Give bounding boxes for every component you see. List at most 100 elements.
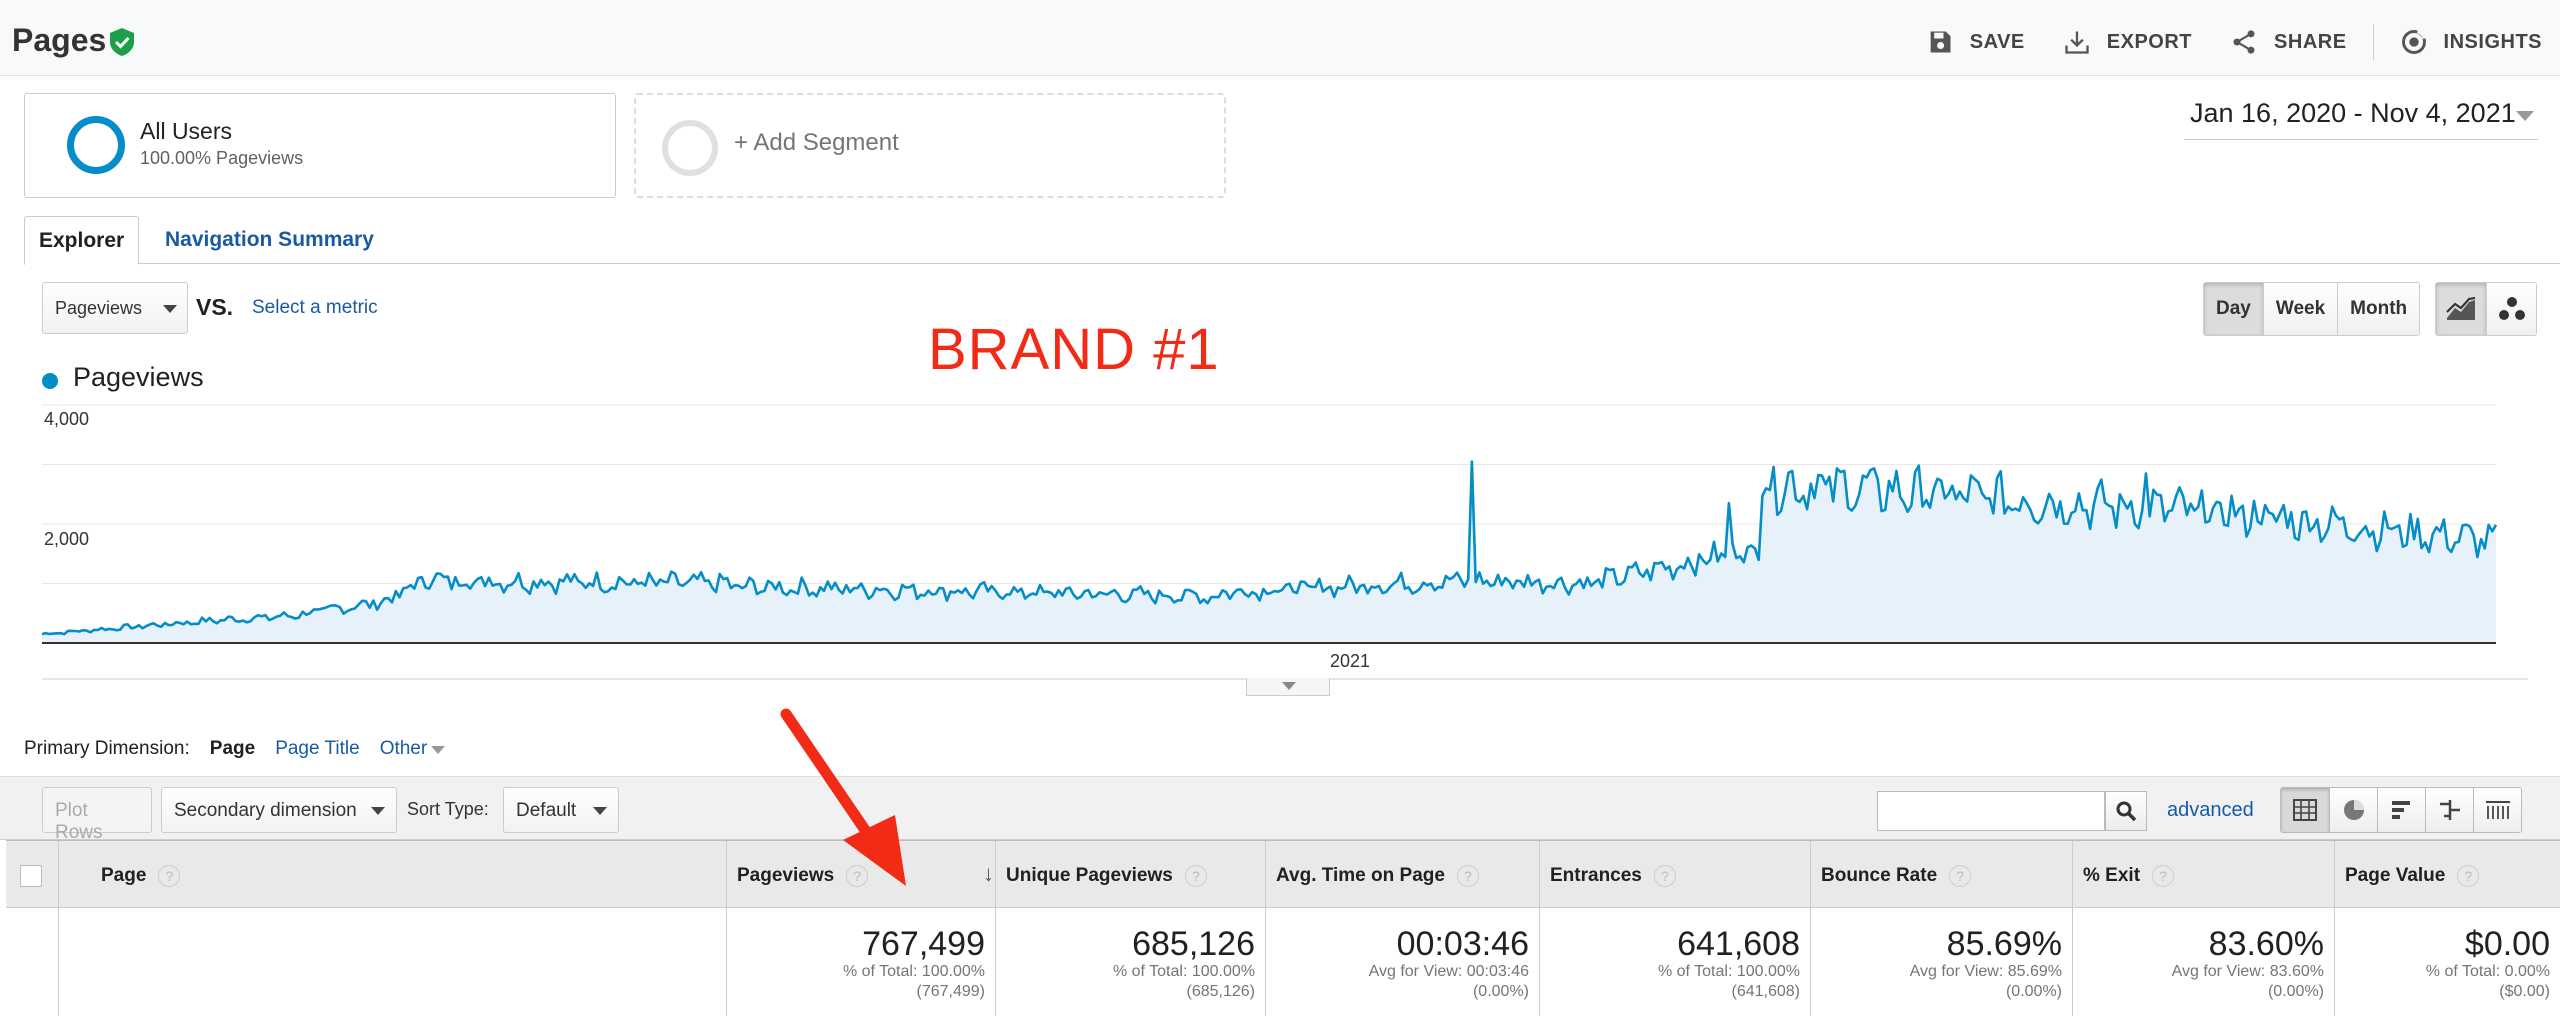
metric-dropdown[interactable]: Pageviews — [42, 282, 188, 334]
dimension-page-title[interactable]: Page Title — [275, 738, 360, 759]
column-header-exit-label: % Exit — [2083, 865, 2141, 887]
segment-color-circle — [67, 116, 125, 174]
column-header-page-value[interactable]: Page Value? — [2334, 841, 2560, 909]
pageviews-chart[interactable]: 4,000 2,000 2021 — [0, 395, 2560, 695]
table-search-input[interactable] — [1877, 791, 2105, 831]
y-tick-label: 4,000 — [44, 409, 90, 429]
search-button[interactable] — [2105, 791, 2147, 831]
totals-checkbox-cell — [6, 908, 58, 1016]
pie-view-button[interactable] — [2329, 788, 2377, 832]
help-icon[interactable]: ? — [2152, 865, 2175, 887]
column-header-bounce-rate[interactable]: Bounce Rate? — [1810, 841, 2073, 909]
help-icon[interactable]: ? — [846, 865, 869, 887]
column-header-entrances-label: Entrances — [1550, 865, 1642, 887]
motion-chart-button[interactable] — [2486, 283, 2536, 335]
tab-navigation-summary[interactable]: Navigation Summary — [165, 228, 374, 251]
line-chart-button[interactable] — [2436, 283, 2486, 335]
dimension-page[interactable]: Page — [209, 738, 256, 759]
column-header-pageviews[interactable]: Pageviews? ↓ — [726, 841, 1002, 909]
period-month-button[interactable]: Month — [2337, 283, 2420, 335]
advanced-filter-link[interactable]: advanced — [2167, 799, 2254, 821]
total-pageviews-value: 767,499 — [862, 925, 985, 963]
save-icon — [1930, 31, 1951, 53]
period-day-button[interactable]: Day — [2204, 283, 2263, 335]
total-pageviews-abs: (767,499) — [916, 983, 986, 1000]
segment-all-users[interactable]: All Users 100.00% Pageviews — [24, 93, 616, 198]
column-header-entrances[interactable]: Entrances? — [1539, 841, 1811, 909]
sort-type-value: Default — [516, 800, 577, 821]
column-header-avg-time-on-page[interactable]: Avg. Time on Page? — [1265, 841, 1541, 909]
date-range-label: Jan 16, 2020 - Nov 4, 2021 — [2190, 98, 2516, 128]
column-header-page-value-label: Page Value — [2345, 865, 2446, 887]
total-avg-time-value: 00:03:46 — [1396, 925, 1529, 963]
chart-collapse-handle[interactable] — [1246, 678, 1330, 696]
dropdown-caret-icon — [163, 305, 177, 313]
help-icon[interactable]: ? — [1949, 865, 1972, 887]
column-header-bounce-rate-label: Bounce Rate — [1821, 865, 1938, 887]
total-page-value-abs: ($0.00) — [2499, 983, 2550, 1000]
tab-explorer[interactable]: Explorer — [24, 216, 140, 265]
total-bounce-rate-abs: (0.00%) — [2005, 983, 2062, 1000]
sort-type-dropdown[interactable]: Default — [503, 787, 619, 833]
chevron-down-icon — [2516, 111, 2534, 121]
share-label: SHARE — [2274, 30, 2347, 53]
help-icon[interactable]: ? — [1184, 865, 1207, 887]
report-header: Pages SAVE EXPORT SHARE INSIGHTS — [0, 0, 2560, 76]
export-button[interactable]: EXPORT — [2063, 28, 2192, 56]
total-avg-time-abs: (0.00%) — [1472, 983, 1529, 1000]
report-tabs: Explorer Navigation Summary — [24, 216, 2560, 265]
insights-label: INSIGHTS — [2443, 30, 2542, 53]
chevron-down-icon — [431, 746, 446, 754]
performance-view-button[interactable] — [2377, 788, 2425, 832]
empty-segment-circle — [662, 120, 718, 176]
y-tick-label: 2,000 — [44, 529, 90, 549]
total-bounce-rate-pct: Avg for View: 85.69% — [1909, 963, 2062, 980]
table-header: Page? Pageviews? ↓ Unique Pageviews? Avg.… — [6, 840, 2560, 909]
segment-name: All Users — [140, 118, 233, 144]
save-button[interactable]: SAVE — [1926, 28, 2025, 56]
select-all-checkbox[interactable] — [20, 865, 42, 887]
total-page-value-value: $0.00 — [2464, 925, 2550, 963]
plot-rows-button[interactable]: Plot Rows — [42, 787, 152, 843]
total-bounce-rate-cell: 85.69% Avg for View: 85.69% (0.00%) — [1810, 908, 2072, 1016]
comparison-view-button[interactable] — [2425, 788, 2473, 832]
help-icon[interactable]: ? — [1456, 865, 1479, 887]
add-segment-button[interactable]: + Add Segment — [634, 93, 1226, 198]
pie-chart-icon — [2343, 800, 2364, 820]
motion-chart-icon — [2498, 297, 2525, 320]
insights-button[interactable]: INSIGHTS — [2400, 28, 2542, 56]
column-header-page[interactable]: Page? — [58, 841, 732, 909]
primary-dimension-label: Primary Dimension: — [24, 738, 190, 759]
column-header-unique-pageviews[interactable]: Unique Pageviews? — [995, 841, 1266, 909]
total-exit-abs: (0.00%) — [2267, 983, 2324, 1000]
pivot-table-icon — [2485, 801, 2510, 819]
total-avg-time-cell: 00:03:46 Avg for View: 00:03:46 (0.00%) — [1265, 908, 1539, 1016]
dropdown-caret-icon — [593, 807, 607, 815]
dimension-other[interactable]: Other — [380, 738, 466, 760]
help-icon[interactable]: ? — [158, 865, 181, 887]
line-chart-icon — [2446, 296, 2476, 320]
secondary-dimension-dropdown[interactable]: Secondary dimension — [161, 787, 397, 833]
totals-row: 767,499 % of Total: 100.00% (767,499) 68… — [6, 908, 2560, 1016]
total-exit-cell: 83.60% Avg for View: 83.60% (0.00%) — [2072, 908, 2334, 1016]
data-table-view-button[interactable] — [2281, 788, 2329, 832]
share-button[interactable]: SHARE — [2230, 28, 2347, 56]
total-entrances-pct: % of Total: 100.00% — [1657, 963, 1800, 980]
total-page-value-pct: % of Total: 0.00% — [2425, 963, 2550, 980]
export-label: EXPORT — [2106, 30, 2193, 53]
total-unique-pageviews-cell: 685,126 % of Total: 100.00% (685,126) — [995, 908, 1265, 1016]
column-header-exit[interactable]: % Exit? — [2072, 841, 2335, 909]
help-icon[interactable]: ? — [2457, 865, 2480, 887]
period-week-button[interactable]: Week — [2262, 283, 2338, 335]
date-range-picker[interactable]: Jan 16, 2020 - Nov 4, 2021 — [2184, 98, 2538, 140]
column-header-avg-time-on-page-label: Avg. Time on Page — [1276, 865, 1445, 887]
total-unique-pageviews-abs: (685,126) — [1186, 983, 1256, 1000]
chart-type-toggle — [2435, 282, 2537, 336]
sort-descending-icon: ↓ — [983, 861, 994, 886]
select-metric-link[interactable]: Select a metric — [252, 297, 378, 318]
help-icon[interactable]: ? — [1653, 865, 1676, 887]
column-header-page-label: Page — [101, 865, 147, 887]
total-avg-time-pct: Avg for View: 00:03:46 — [1368, 963, 1529, 980]
chevron-down-icon — [1282, 682, 1296, 690]
pivot-view-button[interactable] — [2473, 788, 2521, 832]
